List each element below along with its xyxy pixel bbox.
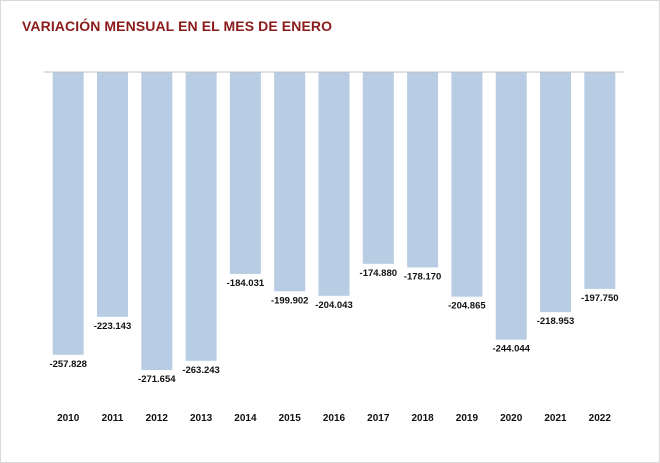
bar-2013: [185, 72, 217, 361]
value-label-2014: -184.031: [227, 278, 265, 289]
value-label-2010: -257.828: [49, 359, 87, 370]
bar-2014: [229, 72, 261, 274]
category-label-2016: 2016: [323, 413, 346, 424]
bar-2019: [451, 72, 483, 297]
value-label-2022: -197.750: [581, 293, 619, 304]
value-label-2019: -204.865: [448, 301, 486, 312]
value-label-2011: -223.143: [94, 321, 132, 332]
bar-2017: [362, 72, 394, 264]
value-label-2015: -199.902: [271, 295, 309, 306]
bar-2011: [97, 72, 128, 317]
bar-2012: [141, 72, 173, 370]
category-label-2011: 2011: [102, 413, 124, 424]
chart-title: VARIACIÓN MENSUAL EN EL MES DE ENERO: [22, 18, 333, 34]
bar-2020: [495, 72, 527, 340]
value-label-2018: -178.170: [404, 271, 442, 282]
bar-2022: [584, 72, 616, 289]
bar-2015: [274, 72, 306, 292]
value-labels-group: -257.828 -223.143 -271.654 -263.243 -184.031…: [49, 268, 618, 385]
category-label-2015: 2015: [279, 413, 302, 424]
value-label-2013: -263.243: [182, 365, 220, 376]
category-label-2012: 2012: [146, 413, 169, 424]
category-label-2014: 2014: [234, 413, 257, 424]
category-label-2019: 2019: [456, 413, 479, 424]
bar-2016: [318, 72, 350, 296]
value-label-2020: -244.044: [492, 344, 530, 355]
value-label-2017: -174.880: [360, 268, 398, 279]
category-label-2021: 2021: [544, 413, 567, 424]
bars-group: [52, 72, 616, 370]
value-label-2016: -204.043: [315, 300, 353, 311]
value-label-2021: -218.953: [537, 316, 575, 327]
category-label-2018: 2018: [411, 413, 434, 424]
bar-2010: [52, 72, 84, 355]
category-label-2022: 2022: [589, 413, 612, 424]
bar-2021: [540, 72, 571, 313]
bar-2018: [407, 72, 439, 268]
category-label-2017: 2017: [367, 413, 390, 424]
category-label-2020: 2020: [500, 413, 523, 424]
category-label-2010: 2010: [57, 413, 80, 424]
value-label-2012: -271.654: [138, 374, 176, 385]
category-label-2013: 2013: [190, 413, 213, 424]
category-labels-group: 2010 2011 2012 2013 2014 2015 2016 2017 2018 2019…: [57, 413, 611, 424]
